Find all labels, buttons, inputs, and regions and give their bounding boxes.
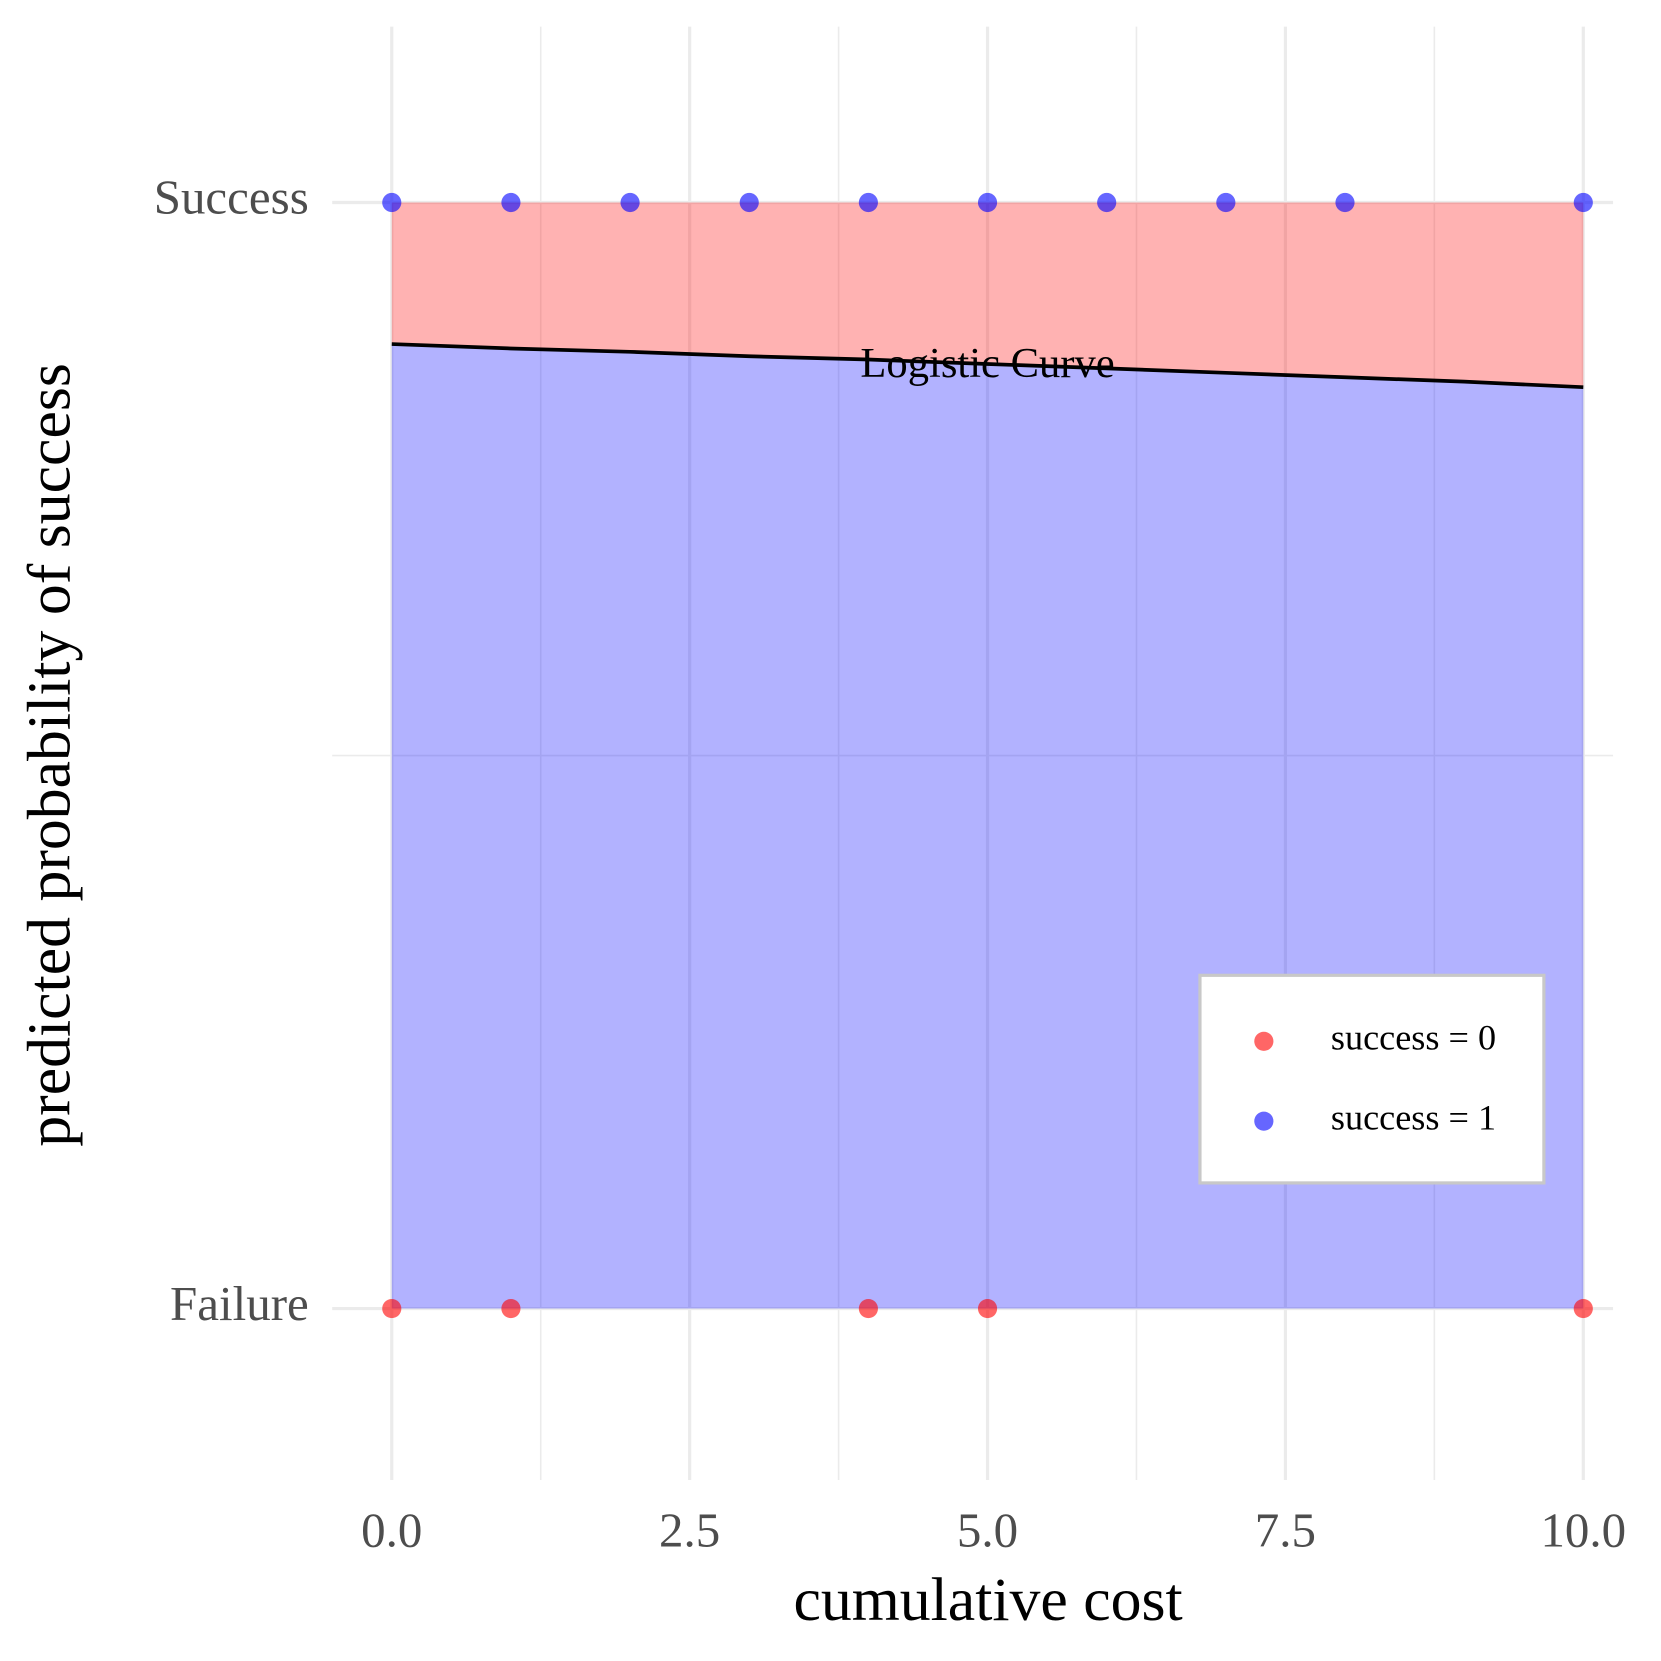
point [1335, 192, 1355, 213]
legend-box [1198, 973, 1546, 1185]
point [858, 1298, 878, 1319]
x-tick-label: 5.0 [957, 1503, 1018, 1558]
legend-label: success = 1 [1331, 1097, 1496, 1137]
point [977, 1298, 998, 1319]
legend-marker [1254, 1031, 1274, 1051]
legend: success = 0 success = 1 [1198, 973, 1546, 1185]
point [1097, 192, 1117, 213]
annotation: Logistic Curve [860, 340, 1114, 387]
y-tick-label: Success [154, 170, 309, 225]
y-axis-title: predicted probability of success [16, 363, 84, 1147]
point [1216, 192, 1236, 213]
x-tick-label: 0.0 [361, 1503, 422, 1558]
legend-marker [1254, 1111, 1274, 1131]
point [501, 1298, 521, 1319]
point [1573, 192, 1593, 213]
x-tick-label: 10.0 [1540, 1503, 1626, 1558]
point [501, 192, 521, 213]
x-tick-label: 2.5 [659, 1503, 720, 1558]
y-tick-label: Failure [170, 1276, 309, 1331]
point [739, 192, 759, 213]
area-above [391, 202, 1584, 388]
point [620, 192, 640, 213]
point [858, 192, 878, 213]
legend-label: success = 0 [1331, 1018, 1496, 1058]
x-tick-label: 7.5 [1255, 1503, 1316, 1558]
point [382, 1298, 402, 1319]
x-axis-title: cumulative cost [793, 1566, 1182, 1634]
point [977, 192, 998, 213]
logistic-curve [391, 342, 1584, 390]
point [1573, 1298, 1593, 1319]
point [382, 192, 402, 213]
